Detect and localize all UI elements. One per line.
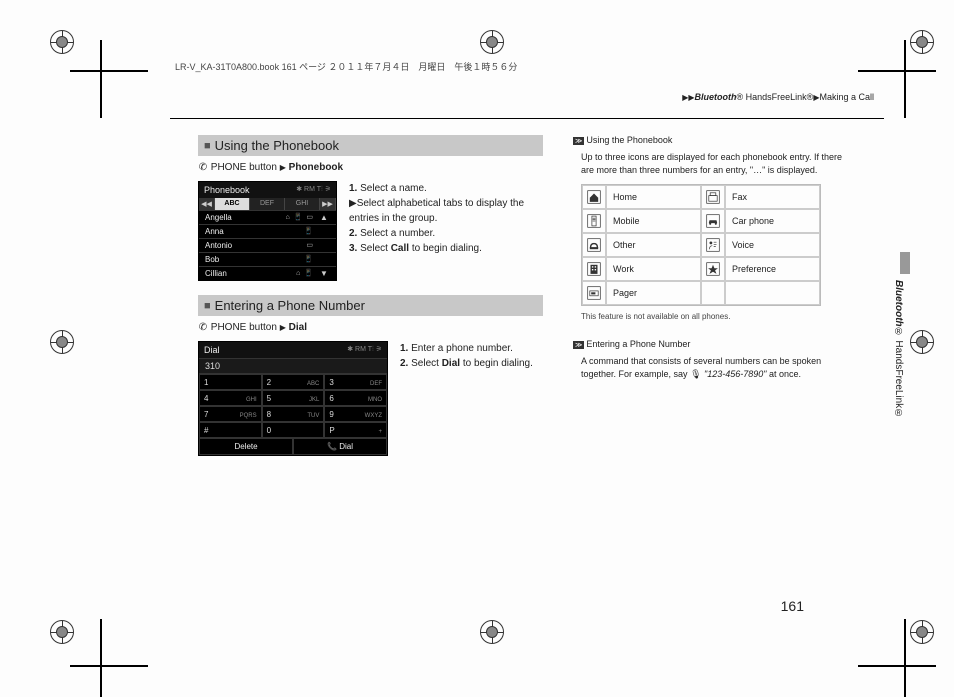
side-tab <box>900 252 910 274</box>
cropmark-circle <box>50 620 74 644</box>
cropmark-circle <box>910 330 934 354</box>
cropmark-circle <box>910 30 934 54</box>
page-number: 161 <box>781 598 804 614</box>
side-section-label: Bluetooth® HandsFreeLink® <box>893 280 904 419</box>
cropmark-circle <box>50 30 74 54</box>
cropmark-circle <box>50 330 74 354</box>
